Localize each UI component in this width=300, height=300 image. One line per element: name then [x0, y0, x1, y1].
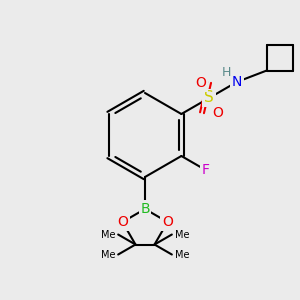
Text: Me: Me [101, 230, 115, 239]
Text: Me: Me [175, 250, 189, 260]
Text: S: S [204, 91, 214, 106]
Text: O: O [195, 76, 206, 90]
Text: F: F [202, 163, 210, 177]
Text: N: N [232, 75, 242, 89]
Text: O: O [162, 215, 173, 229]
Text: O: O [212, 106, 223, 120]
Text: O: O [117, 215, 128, 229]
Text: B: B [140, 202, 150, 216]
Text: Me: Me [101, 250, 115, 260]
Text: H: H [222, 66, 231, 79]
Text: Me: Me [175, 230, 189, 239]
